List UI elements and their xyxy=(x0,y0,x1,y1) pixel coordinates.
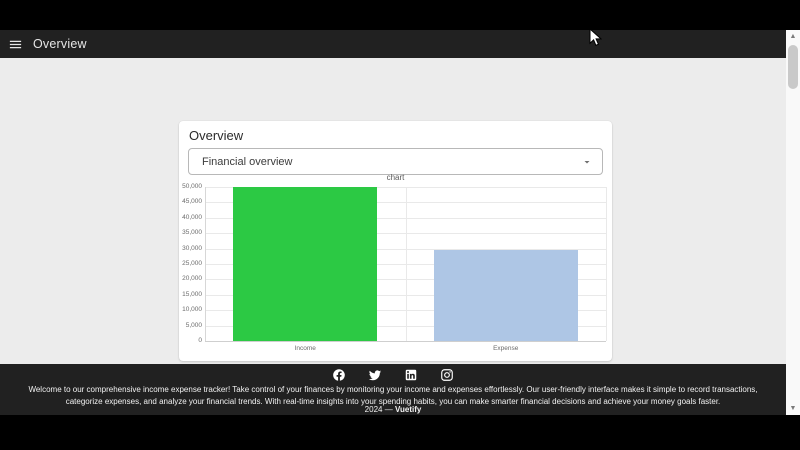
gridline xyxy=(205,341,606,342)
bar-expense[interactable] xyxy=(433,250,578,341)
y-axis-tick-label: 10,000 xyxy=(182,306,202,314)
gridline xyxy=(205,187,206,341)
x-axis-category-label: Income xyxy=(294,345,316,352)
x-axis-category-label: Expense xyxy=(493,345,519,352)
y-axis-tick-label: 5,000 xyxy=(185,321,202,329)
hamburger-menu-button[interactable] xyxy=(0,30,30,58)
scrollbar-thumb[interactable] xyxy=(788,45,798,89)
facebook-icon xyxy=(333,368,345,381)
gridline xyxy=(405,187,407,341)
scrollbar-up-arrow[interactable]: ▲ xyxy=(789,33,797,40)
letterbox-bottom xyxy=(0,415,800,450)
hamburger-menu-icon xyxy=(9,40,21,48)
y-axis-tick-label: 45,000 xyxy=(182,198,202,206)
linkedin-button[interactable] xyxy=(404,367,419,382)
y-axis-tick-label: 0 xyxy=(198,337,202,344)
vertical-scrollbar[interactable]: ▲ ▼ xyxy=(786,30,800,415)
y-axis-tick-label: 15,000 xyxy=(182,290,202,298)
app-bar: Overview xyxy=(0,30,786,58)
footer-copyright: 2024 — Vuetify xyxy=(0,405,786,414)
copyright-brand: Vuetify xyxy=(394,405,422,414)
main-content: Overview Financial overview chart 50,000… xyxy=(0,58,786,364)
bar-chart: 50,000 45,000 40,000 35,000 30,000 25,000 20,0… xyxy=(179,183,612,354)
chart-title: chart xyxy=(386,173,405,182)
card-title: Overview xyxy=(189,128,244,143)
social-links-row xyxy=(0,367,786,382)
y-axis-tick-label: 20,000 xyxy=(182,275,202,283)
footer-description: Welcome to our comprehensive income expe… xyxy=(28,385,758,406)
gridline xyxy=(606,187,607,341)
y-axis-tick-label: 50,000 xyxy=(182,183,202,190)
chevron-down-icon xyxy=(581,156,593,168)
y-axis-tick-label: 40,000 xyxy=(182,213,202,221)
y-axis-tick-label: 35,000 xyxy=(182,229,202,237)
bar-income[interactable] xyxy=(233,187,378,341)
twitter-button[interactable] xyxy=(368,367,383,382)
twitter-icon xyxy=(368,369,382,380)
overview-card: Overview Financial overview chart 50,000… xyxy=(179,121,612,361)
footer: Welcome to our comprehensive income expe… xyxy=(0,364,786,415)
select-value: Financial overview xyxy=(202,155,293,168)
instagram-button[interactable] xyxy=(440,367,455,382)
financial-overview-select[interactable]: Financial overview xyxy=(188,148,603,175)
y-axis-tick-label: 25,000 xyxy=(182,260,202,267)
copyright-year: 2024 — xyxy=(364,405,393,414)
y-axis-tick-label: 30,000 xyxy=(182,244,202,252)
linkedin-icon xyxy=(405,369,417,380)
app-bar-title: Overview xyxy=(33,37,87,51)
facebook-button[interactable] xyxy=(332,367,347,382)
scrollbar-down-arrow[interactable]: ▼ xyxy=(789,405,797,412)
letterbox-top xyxy=(0,0,800,30)
instagram-icon xyxy=(441,368,453,381)
